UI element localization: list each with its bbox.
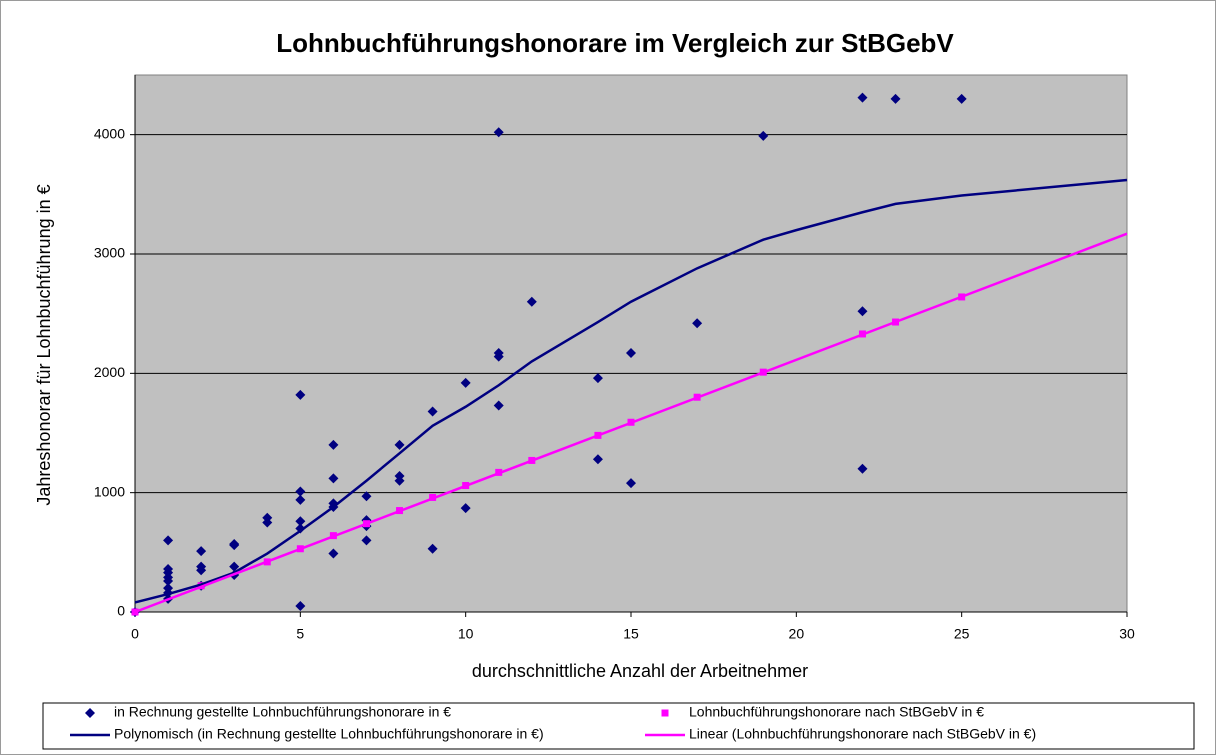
- point: [163, 575, 174, 586]
- point: [295, 516, 306, 527]
- plot-area: [134, 74, 1128, 613]
- point: [361, 491, 372, 502]
- x-tick-label: 25: [954, 626, 970, 642]
- point: [427, 543, 438, 554]
- legend-marker: [661, 709, 669, 717]
- point: [857, 306, 868, 317]
- point: [592, 454, 603, 465]
- y-tick-label: 4000: [94, 125, 125, 141]
- point: [196, 565, 207, 576]
- point: [493, 400, 504, 411]
- point: [163, 535, 174, 546]
- point: [626, 478, 636, 489]
- point: [229, 561, 240, 572]
- point: [295, 389, 306, 400]
- x-tick-label: 5: [296, 626, 304, 642]
- point: [857, 92, 868, 103]
- point: [493, 127, 504, 138]
- point: [295, 523, 306, 534]
- point: [394, 475, 405, 486]
- y-tick-label: 1000: [94, 483, 125, 499]
- legend-text: Polynomisch (in Rechnung gestellte Lohnb…: [114, 726, 544, 742]
- y-tick-label: 0: [117, 603, 125, 619]
- x-tick-label: 15: [623, 626, 639, 642]
- point: [460, 377, 471, 388]
- point: [758, 130, 769, 141]
- legend-text: Linear (Lohnbuchführungshonorare nach St…: [689, 726, 1036, 742]
- x-tick-label: 0: [131, 626, 139, 642]
- trend-line: [134, 178, 1128, 604]
- point: [295, 494, 306, 505]
- point: [857, 463, 868, 474]
- chart-title: Lohnbuchführungshonorare im Vergleich zu…: [276, 28, 954, 58]
- point: [890, 93, 901, 104]
- x-axis-title: durchschnittliche Anzahl der Arbeitnehme…: [472, 661, 808, 681]
- point: [295, 601, 306, 612]
- point: [427, 406, 438, 417]
- point: [295, 486, 306, 497]
- x-tick-label: 20: [789, 626, 805, 642]
- point: [196, 546, 207, 557]
- legend-text: in Rechnung gestellte Lohnbuchführungsho…: [114, 704, 451, 720]
- x-tick-label: 10: [458, 626, 474, 642]
- legend-box: [42, 702, 1195, 750]
- legend-marker: [85, 708, 95, 718]
- point: [328, 548, 339, 559]
- point: [262, 517, 273, 528]
- point: [460, 503, 471, 514]
- y-axis-title: Jahreshonorar für Lohnbuchführung in €: [34, 184, 54, 505]
- point: [526, 296, 537, 307]
- point: [361, 535, 372, 546]
- trend-line: [134, 232, 1128, 614]
- x-tick-label: 30: [1119, 626, 1135, 642]
- y-tick-label: 2000: [94, 364, 125, 380]
- y-tick-label: 3000: [94, 245, 125, 261]
- point: [328, 439, 339, 450]
- point: [229, 540, 240, 551]
- point: [692, 318, 703, 329]
- point: [626, 348, 636, 359]
- point: [956, 93, 967, 104]
- legend-text: Lohnbuchführungshonorare nach StBGebV in…: [689, 704, 984, 720]
- point: [493, 351, 504, 362]
- point: [394, 439, 405, 450]
- point: [328, 473, 339, 484]
- point: [592, 373, 603, 384]
